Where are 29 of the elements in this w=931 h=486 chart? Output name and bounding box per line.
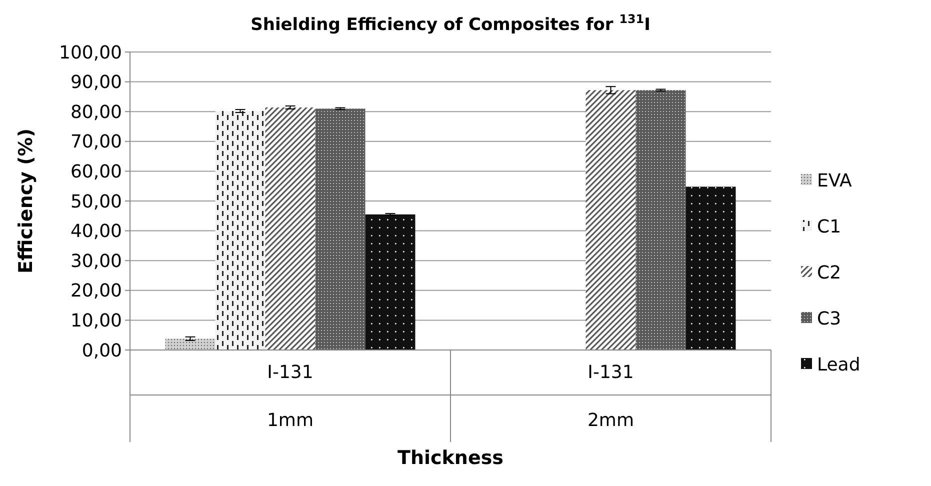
bar xyxy=(165,338,216,350)
legend-label: C3 xyxy=(817,308,842,330)
bar xyxy=(265,107,316,350)
chart-title: Shielding Efficiency of Composites for $^{131}$I xyxy=(250,12,650,35)
legend-label: C2 xyxy=(817,262,842,284)
y-tick-label: 100,00 xyxy=(59,42,122,64)
y-tick-label: 30,00 xyxy=(70,250,122,272)
y-tick-label: 90,00 xyxy=(70,72,122,94)
y-tick-label: 50,00 xyxy=(70,191,122,212)
y-tick-label: 60,00 xyxy=(70,162,122,182)
y-tick-label: 80,00 xyxy=(70,102,122,123)
x-axis-title: Thickness xyxy=(398,447,504,469)
y-tick-label: 10,00 xyxy=(70,310,122,332)
category-label: I-131 2mm xyxy=(587,362,634,431)
y-tick-label: 40,00 xyxy=(70,221,122,242)
category-label: I-131 1mm xyxy=(266,362,314,431)
bar xyxy=(215,111,266,350)
legend-label: Lead xyxy=(817,354,860,376)
bar xyxy=(315,108,366,350)
legend-label: EVA xyxy=(817,170,853,192)
legend-label: C1 xyxy=(817,216,842,238)
bar xyxy=(636,90,686,350)
y-tick-label: 70,00 xyxy=(70,132,122,153)
y-tick-label: 20,00 xyxy=(70,280,122,302)
bar xyxy=(586,90,636,350)
bar xyxy=(686,186,736,350)
bar xyxy=(365,214,416,350)
y-tick-label: 0,00 xyxy=(82,340,122,362)
y-axis-title: Efficiency (%) xyxy=(15,128,37,274)
